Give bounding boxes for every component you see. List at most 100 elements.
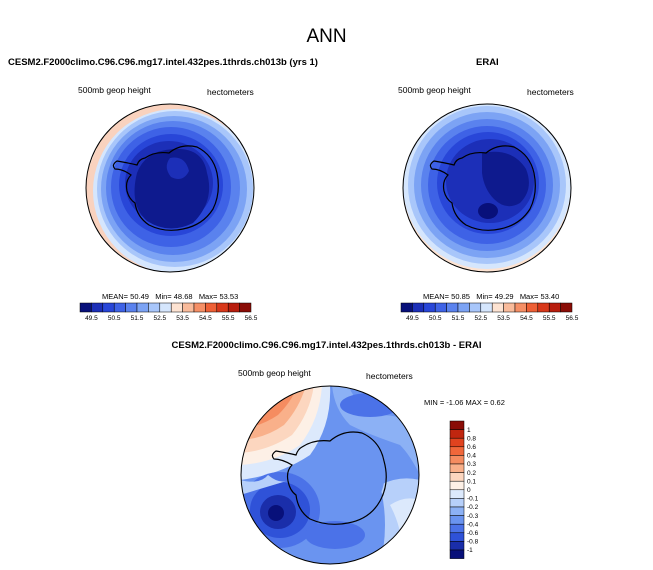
obs-colorbar-swatch — [548, 302, 561, 313]
obs-colorbar-swatch — [537, 302, 550, 313]
model-colorbar-swatch — [113, 302, 126, 313]
obs-colorbar-swatch — [514, 302, 527, 313]
diff-variable-label: 500mb geop height — [238, 368, 311, 378]
model-colorbar-swatch — [125, 302, 138, 313]
model-stats: MEAN= 50.49 Min= 48.68 Max= 53.53 — [102, 292, 239, 301]
model-colorbar-label: 55.5 — [222, 315, 235, 322]
model-colorbar-swatch — [136, 302, 149, 313]
obs-colorbar-swatch — [469, 302, 482, 313]
antarctica-coastline-model — [112, 145, 219, 231]
obs-colorbar-label: 54.5 — [520, 315, 533, 322]
obs-polar-map — [402, 103, 572, 273]
diff-colorbar-label: -0.4 — [467, 521, 479, 528]
antarctica-coastline-obs — [429, 145, 536, 231]
model-colorbar-swatch — [182, 302, 195, 313]
diff-colorbar-swatch — [449, 523, 465, 534]
obs-colorbar-label: 56.5 — [566, 315, 579, 322]
model-colorbar-swatch — [239, 302, 252, 313]
model-colorbar-label: 50.5 — [108, 315, 121, 322]
diff-colorbar-swatch — [449, 549, 465, 559]
diff-panel-title: CESM2.F2000climo.C96.C96.mg17.intel.432p… — [171, 340, 482, 351]
obs-colorbar-swatch — [434, 302, 447, 313]
model-units-label: hectometers — [207, 87, 254, 97]
model-colorbar-swatch — [170, 302, 183, 313]
obs-colorbar-swatch — [503, 302, 516, 313]
diff-colorbar-label: 0.2 — [467, 470, 476, 477]
diff-colorbar-swatch — [449, 506, 465, 516]
obs-colorbar-label: 50.5 — [429, 315, 442, 322]
diff-polar-map — [240, 385, 420, 565]
model-colorbar-swatch — [227, 302, 240, 313]
obs-colorbar-swatch — [560, 302, 573, 313]
model-colorbar-label: 52.5 — [153, 315, 166, 322]
diff-colorbar-swatch — [449, 472, 465, 482]
diff-colorbar-swatch — [449, 541, 465, 551]
obs-colorbar-swatch — [457, 302, 470, 313]
diff-min-max: MIN = -1.06 MAX = 0.62 — [424, 398, 505, 407]
obs-colorbar-swatch — [526, 302, 539, 313]
diff-colorbar-label: 1 — [467, 427, 471, 434]
diff-colorbar-label: -0.6 — [467, 530, 479, 537]
model-map-boundary — [85, 103, 255, 273]
diff-colorbar-swatch — [449, 429, 465, 439]
diff-colorbar-label: -1 — [467, 547, 473, 554]
model-colorbar-swatch — [91, 302, 104, 313]
diff-colorbar-swatch — [449, 420, 465, 430]
diff-colorbar-label: -0.3 — [467, 513, 479, 520]
obs-colorbar-swatch — [423, 302, 436, 313]
obs-colorbar-label: 49.5 — [406, 315, 419, 322]
diff-colorbar-swatch — [449, 480, 465, 491]
diff-colorbar-swatch — [449, 489, 465, 499]
model-variable-label: 500mb geop height — [78, 85, 151, 95]
diff-colorbar-label: -0.8 — [467, 539, 479, 546]
model-colorbar-swatch — [216, 302, 229, 313]
obs-map-boundary — [402, 103, 572, 273]
diff-colorbar-swatch — [449, 532, 465, 542]
model-colorbar-label: 51.5 — [131, 315, 144, 322]
model-colorbar: 49.5 50.5 51.5 52.5 53.5 54.5 55.5 56.5 — [79, 302, 258, 322]
obs-colorbar-swatch — [400, 302, 413, 313]
diff-colorbar-swatch — [449, 498, 465, 508]
model-colorbar-label: 54.5 — [199, 315, 212, 322]
diff-colorbar-label: 0.3 — [467, 461, 476, 468]
diff-colorbar-label: -0.1 — [467, 496, 479, 503]
diff-colorbar-swatch — [449, 515, 465, 525]
model-colorbar-label: 53.5 — [176, 315, 189, 322]
obs-variable-label: 500mb geop height — [398, 85, 471, 95]
diff-colorbar-label: 0.1 — [467, 478, 476, 485]
obs-panel-title: ERAI — [476, 57, 499, 68]
model-colorbar-swatch — [193, 302, 206, 313]
model-colorbar-label: 56.5 — [245, 315, 258, 322]
obs-colorbar-swatch — [412, 302, 425, 313]
diff-colorbar: 10.8 0.6 0.40.3 0.20.1 0 -0.1-0.2 -0.3-0.4 -0.6… — [449, 420, 479, 559]
antarctica-coastline-diff — [271, 431, 387, 525]
diff-units-label: hectometers — [366, 371, 413, 381]
model-colorbar-swatch — [79, 302, 92, 313]
obs-colorbar-label: 55.5 — [543, 315, 556, 322]
model-polar-map — [85, 103, 255, 273]
obs-colorbar-swatch — [480, 302, 493, 313]
model-colorbar-swatch — [205, 302, 218, 313]
obs-stats: MEAN= 50.85 Min= 49.29 Max= 53.40 — [423, 292, 560, 301]
model-panel-title: CESM2.F2000climo.C96.C96.mg17.intel.432p… — [8, 57, 318, 68]
diff-colorbar-swatch — [449, 446, 465, 456]
diff-colorbar-swatch — [449, 463, 465, 473]
obs-colorbar: 49.5 50.5 51.5 52.5 53.5 54.5 55.5 56.5 — [400, 302, 579, 322]
diff-colorbar-label: -0.2 — [467, 504, 479, 511]
diff-map-boundary — [240, 385, 420, 565]
diff-colorbar-label: 0.4 — [467, 453, 476, 460]
diff-colorbar-label: 0 — [467, 487, 471, 494]
obs-colorbar-label: 52.5 — [474, 315, 487, 322]
diff-colorbar-swatch — [449, 455, 465, 465]
page-title: ANN — [306, 26, 347, 47]
model-colorbar-swatch — [102, 302, 115, 313]
obs-units-label: hectometers — [527, 87, 574, 97]
diff-colorbar-swatch — [449, 437, 465, 448]
diff-colorbar-label: 0.6 — [467, 444, 476, 451]
obs-colorbar-swatch — [446, 302, 459, 313]
obs-colorbar-swatch — [491, 302, 504, 313]
model-colorbar-swatch — [159, 302, 172, 313]
obs-colorbar-label: 51.5 — [452, 315, 465, 322]
model-colorbar-swatch — [148, 302, 161, 313]
model-colorbar-label: 49.5 — [85, 315, 98, 322]
